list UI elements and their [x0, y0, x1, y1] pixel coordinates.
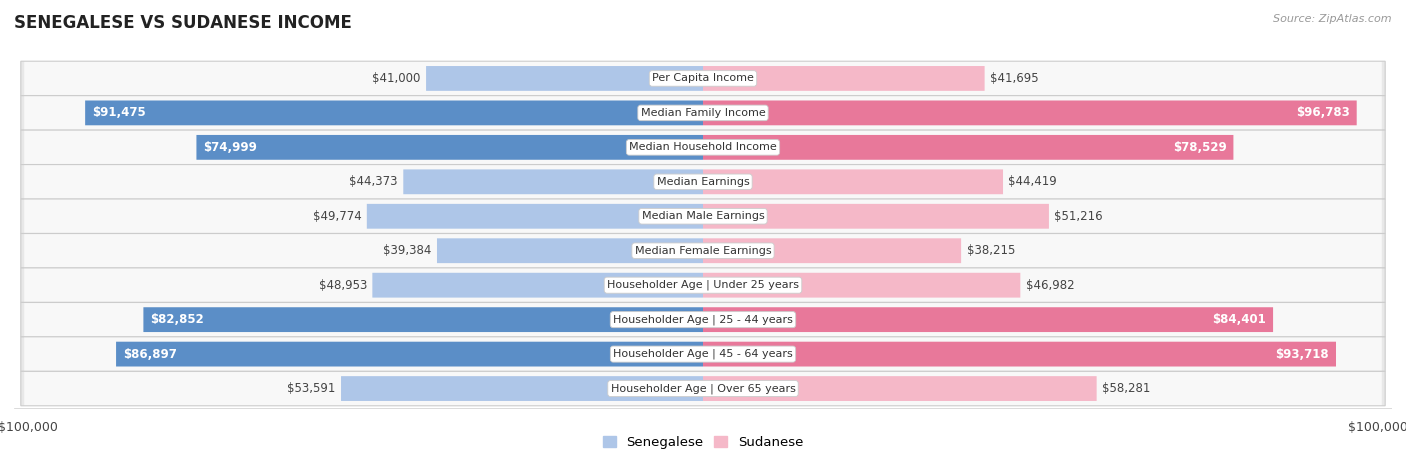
- Text: $84,401: $84,401: [1212, 313, 1267, 326]
- FancyBboxPatch shape: [404, 170, 703, 194]
- Legend: Senegalese, Sudanese: Senegalese, Sudanese: [598, 431, 808, 454]
- Text: Source: ZipAtlas.com: Source: ZipAtlas.com: [1274, 14, 1392, 24]
- FancyBboxPatch shape: [367, 204, 703, 229]
- Text: $39,384: $39,384: [384, 244, 432, 257]
- FancyBboxPatch shape: [21, 337, 1385, 371]
- FancyBboxPatch shape: [21, 303, 1385, 337]
- FancyBboxPatch shape: [703, 204, 1049, 229]
- FancyBboxPatch shape: [703, 273, 1021, 297]
- Text: $44,373: $44,373: [349, 175, 398, 188]
- Text: $51,216: $51,216: [1054, 210, 1102, 223]
- FancyBboxPatch shape: [437, 238, 703, 263]
- Text: Median Family Income: Median Family Income: [641, 108, 765, 118]
- Text: $82,852: $82,852: [150, 313, 204, 326]
- Text: SENEGALESE VS SUDANESE INCOME: SENEGALESE VS SUDANESE INCOME: [14, 14, 352, 32]
- FancyBboxPatch shape: [703, 66, 984, 91]
- Text: Median Female Earnings: Median Female Earnings: [634, 246, 772, 256]
- FancyBboxPatch shape: [21, 61, 1385, 96]
- FancyBboxPatch shape: [143, 307, 703, 332]
- FancyBboxPatch shape: [24, 131, 1382, 164]
- Text: $91,475: $91,475: [91, 106, 146, 120]
- FancyBboxPatch shape: [703, 342, 1336, 367]
- FancyBboxPatch shape: [24, 96, 1382, 129]
- Text: Median Household Income: Median Household Income: [628, 142, 778, 152]
- FancyBboxPatch shape: [21, 96, 1385, 130]
- Text: $49,774: $49,774: [312, 210, 361, 223]
- FancyBboxPatch shape: [24, 200, 1382, 233]
- Text: $46,982: $46,982: [1026, 279, 1074, 292]
- FancyBboxPatch shape: [703, 100, 1357, 125]
- FancyBboxPatch shape: [21, 268, 1385, 303]
- Text: Median Male Earnings: Median Male Earnings: [641, 211, 765, 221]
- FancyBboxPatch shape: [342, 376, 703, 401]
- Text: $41,000: $41,000: [373, 72, 420, 85]
- Text: Householder Age | 45 - 64 years: Householder Age | 45 - 64 years: [613, 349, 793, 359]
- FancyBboxPatch shape: [21, 164, 1385, 199]
- FancyBboxPatch shape: [24, 62, 1382, 95]
- Text: $86,897: $86,897: [122, 347, 177, 361]
- FancyBboxPatch shape: [703, 238, 962, 263]
- FancyBboxPatch shape: [373, 273, 703, 297]
- Text: $58,281: $58,281: [1102, 382, 1150, 395]
- Text: $38,215: $38,215: [966, 244, 1015, 257]
- FancyBboxPatch shape: [24, 372, 1382, 405]
- FancyBboxPatch shape: [426, 66, 703, 91]
- FancyBboxPatch shape: [21, 130, 1385, 164]
- FancyBboxPatch shape: [24, 269, 1382, 302]
- Text: $74,999: $74,999: [204, 141, 257, 154]
- Text: $78,529: $78,529: [1173, 141, 1226, 154]
- Text: $44,419: $44,419: [1008, 175, 1057, 188]
- Text: Per Capita Income: Per Capita Income: [652, 73, 754, 84]
- Text: $96,783: $96,783: [1296, 106, 1350, 120]
- FancyBboxPatch shape: [703, 307, 1272, 332]
- FancyBboxPatch shape: [703, 376, 1097, 401]
- FancyBboxPatch shape: [703, 170, 1002, 194]
- Text: $53,591: $53,591: [287, 382, 336, 395]
- Text: $41,695: $41,695: [990, 72, 1039, 85]
- FancyBboxPatch shape: [24, 234, 1382, 267]
- FancyBboxPatch shape: [24, 303, 1382, 336]
- FancyBboxPatch shape: [703, 135, 1233, 160]
- FancyBboxPatch shape: [24, 165, 1382, 198]
- FancyBboxPatch shape: [21, 199, 1385, 234]
- Text: Median Earnings: Median Earnings: [657, 177, 749, 187]
- Text: Householder Age | Under 25 years: Householder Age | Under 25 years: [607, 280, 799, 290]
- Text: Householder Age | Over 65 years: Householder Age | Over 65 years: [610, 383, 796, 394]
- Text: $48,953: $48,953: [319, 279, 367, 292]
- FancyBboxPatch shape: [21, 371, 1385, 406]
- FancyBboxPatch shape: [21, 234, 1385, 268]
- Text: Householder Age | 25 - 44 years: Householder Age | 25 - 44 years: [613, 314, 793, 325]
- FancyBboxPatch shape: [197, 135, 703, 160]
- FancyBboxPatch shape: [24, 338, 1382, 371]
- Text: $93,718: $93,718: [1275, 347, 1329, 361]
- FancyBboxPatch shape: [117, 342, 703, 367]
- FancyBboxPatch shape: [86, 100, 703, 125]
